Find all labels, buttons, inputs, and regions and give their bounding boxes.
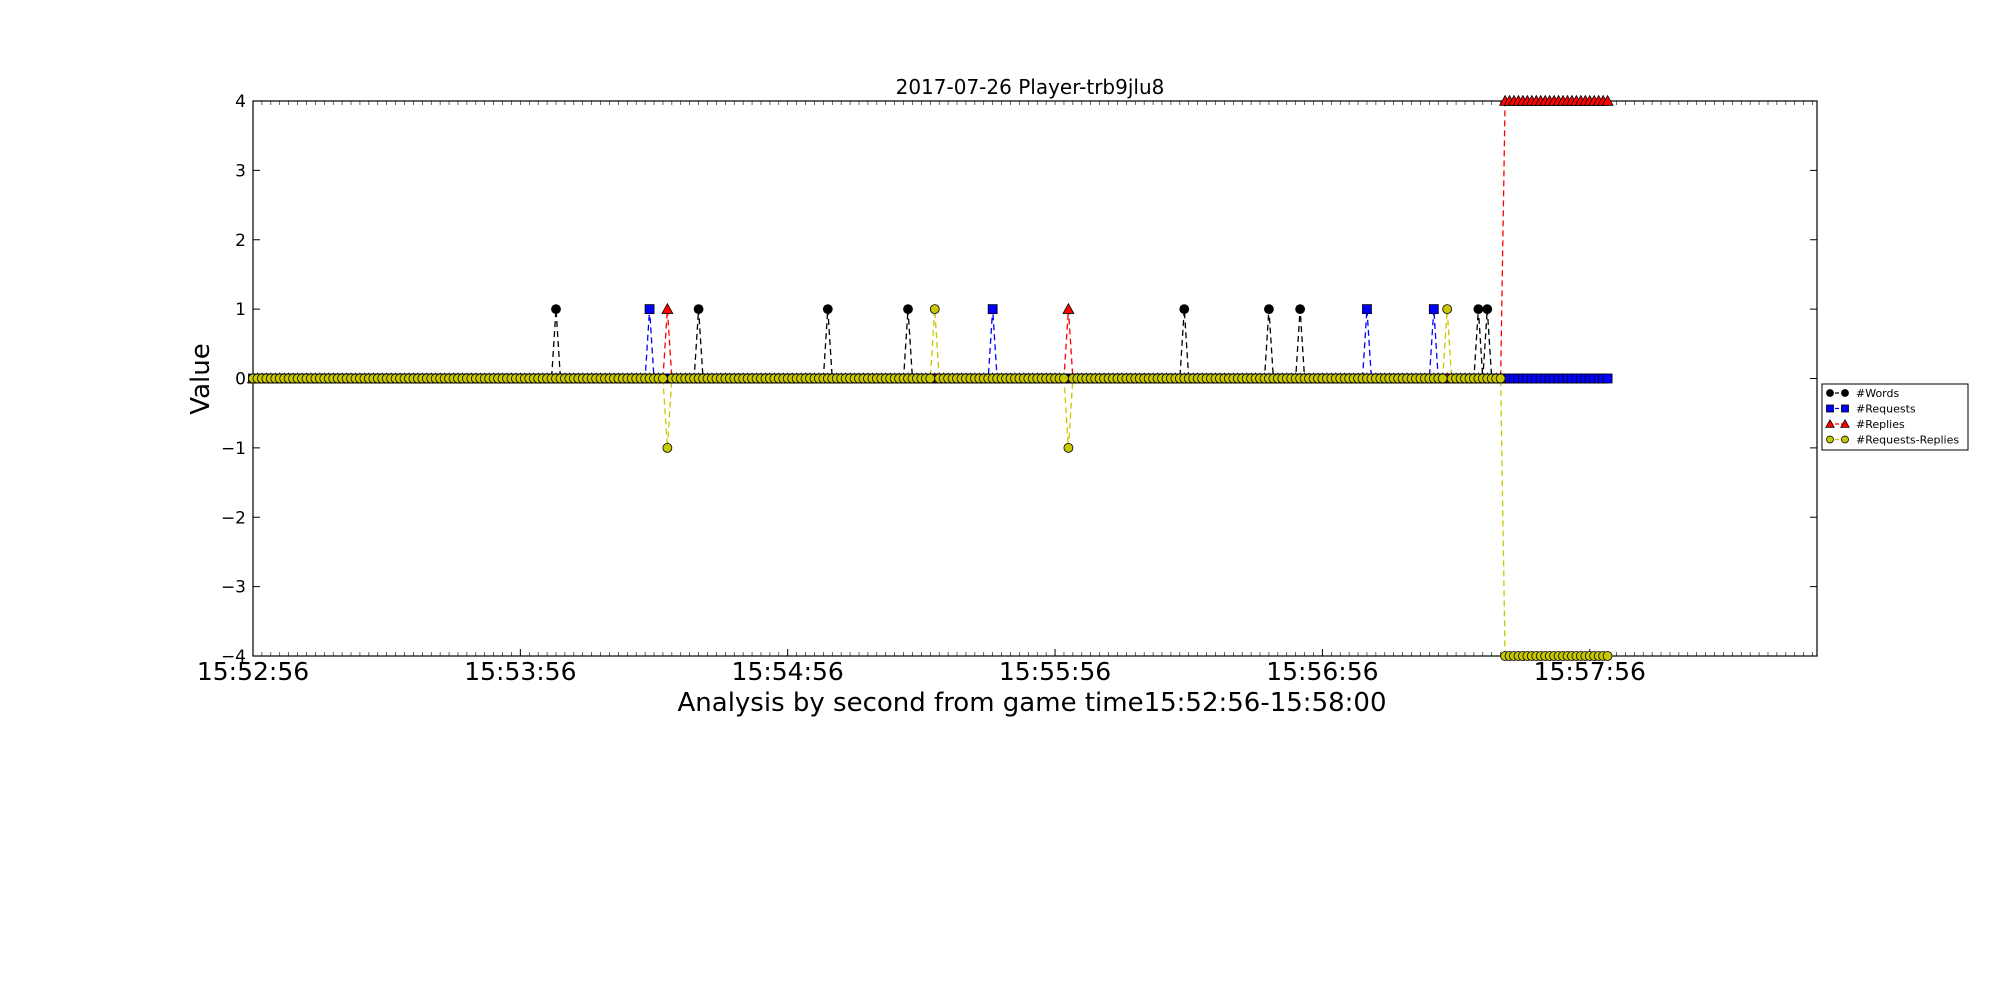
data-point (1602, 373, 1613, 384)
legend-label: #Replies (1856, 418, 1905, 431)
series-line-1 (253, 309, 1608, 380)
data-point (661, 302, 674, 314)
data-point (929, 304, 940, 315)
x-axis-label: Analysis by second from game time15:52:5… (678, 688, 1387, 718)
data-point (1295, 304, 1306, 315)
y-tick-label: 4 (235, 92, 246, 112)
x-tick-label: 15:56:56 (1266, 657, 1378, 686)
legend-label: #Words (1856, 387, 1899, 400)
data-point (662, 442, 673, 453)
x-tick-label: 15:53:56 (464, 657, 576, 686)
series-line-3 (253, 309, 1608, 657)
data-point (1179, 304, 1190, 315)
data-point (1428, 304, 1439, 315)
data-point (551, 304, 561, 315)
data-point (658, 373, 668, 384)
data-point (1264, 304, 1274, 315)
data-point (1437, 373, 1448, 384)
x-tick-label: 15:54:56 (732, 657, 844, 686)
data-point (1495, 373, 1506, 384)
y-tick-label: −3 (221, 578, 246, 598)
y-tick-label: 1 (235, 300, 246, 320)
y-tick-label: 2 (235, 231, 246, 251)
y-tick-label: 3 (235, 161, 246, 181)
series-line-0 (253, 309, 1608, 380)
data-point (925, 373, 936, 384)
legend-marker (1826, 404, 1834, 413)
x-tick-label: 15:57:56 (1534, 657, 1646, 686)
y-tick-label: 0 (235, 370, 246, 390)
y-tick-label: −2 (221, 508, 246, 528)
legend-marker (1841, 404, 1849, 413)
data-point (1059, 373, 1069, 384)
data-point (1062, 302, 1075, 314)
data-point (1442, 304, 1453, 315)
data-point (987, 304, 998, 315)
series-line-2 (253, 100, 1608, 380)
legend-marker (1840, 418, 1850, 428)
data-point (1482, 304, 1493, 315)
legend-marker (1841, 435, 1849, 444)
x-tick-label: 15:55:56 (999, 657, 1111, 686)
data-point (644, 304, 655, 315)
data-point (1362, 304, 1372, 315)
legend: #Words #Requests #Replies #Requests-Replies (1821, 383, 1969, 451)
data-point (1063, 442, 1074, 453)
legend-marker (1826, 435, 1834, 444)
data-point (1601, 94, 1614, 106)
data-point (822, 304, 833, 315)
legend-label: #Requests (1856, 403, 1916, 416)
legend-label: #Requests-Replies (1856, 434, 1959, 447)
y-axis-label: Value (186, 343, 216, 414)
legend-marker (1841, 389, 1849, 397)
y-tick-label: −1 (221, 439, 246, 459)
legend-marker (1825, 418, 1835, 428)
legend-marker (1826, 389, 1834, 397)
series-markers-3 (248, 304, 1613, 661)
x-tick-label: 15:52:56 (197, 657, 309, 686)
data-point (693, 304, 704, 315)
data-point (903, 304, 913, 315)
chart-title: 2017-07-26 Player-trb9jlu8 (896, 75, 1165, 99)
y-tick-label: −4 (221, 647, 246, 667)
data-point (1473, 304, 1484, 315)
data-point (1602, 651, 1613, 661)
series-markers-2 (246, 94, 1614, 384)
